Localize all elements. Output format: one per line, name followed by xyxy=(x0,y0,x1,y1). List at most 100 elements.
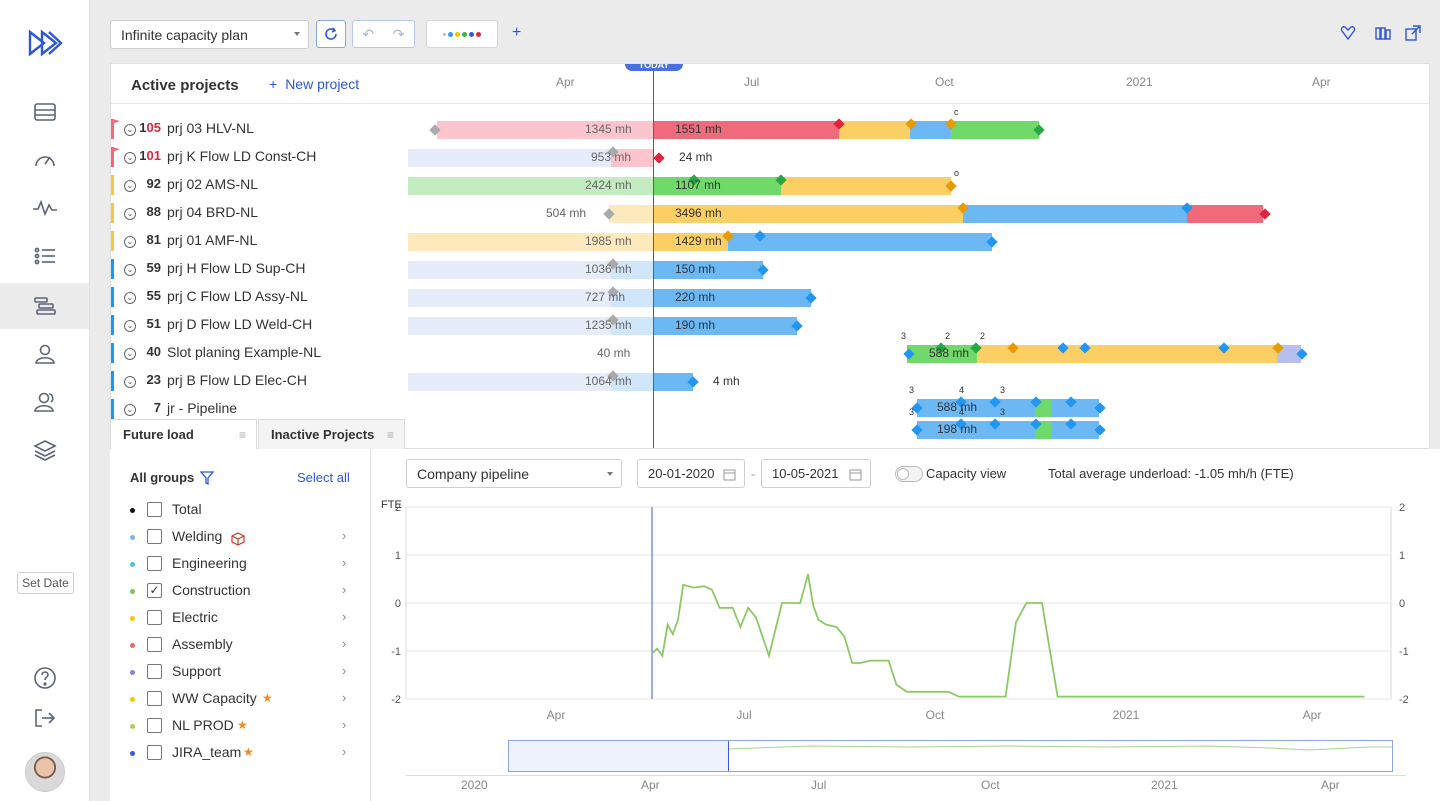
date-to-input[interactable]: 10-05-2021 xyxy=(761,459,871,488)
project-row[interactable]: ⌄ 59 prj H Flow LD Sup-CH xyxy=(111,256,407,284)
gantt-bar-segment[interactable] xyxy=(995,399,1035,417)
chevron-right-icon[interactable]: › xyxy=(342,744,347,759)
expand-chevron-icon[interactable]: ⌄ xyxy=(124,180,136,192)
gantt-bar-segment[interactable] xyxy=(611,317,653,335)
gantt-bar-segment[interactable] xyxy=(653,233,728,251)
chevron-right-icon[interactable]: › xyxy=(342,717,347,732)
gantt-bar-segment[interactable] xyxy=(1071,421,1099,439)
external-link-icon[interactable] xyxy=(1405,25,1421,41)
expand-chevron-icon[interactable]: ⌄ xyxy=(124,124,136,136)
gantt-bar-segment[interactable] xyxy=(653,317,797,335)
group-item[interactable]: WW Capacity ★ › xyxy=(110,686,371,713)
group-checkbox[interactable] xyxy=(147,502,162,517)
group-item[interactable]: ✓ Construction › xyxy=(110,578,371,605)
add-plan-button[interactable]: + xyxy=(512,24,522,41)
project-row[interactable]: ⌄ 51 prj D Flow LD Weld-CH xyxy=(111,312,407,340)
new-project-button[interactable]: + New project xyxy=(269,76,359,92)
project-row[interactable]: ⌄ 101 prj K Flow LD Const-CH xyxy=(111,144,407,172)
chevron-right-icon[interactable]: › xyxy=(342,609,347,624)
tab-future-load[interactable]: Future load ≡ xyxy=(110,419,257,449)
gantt-bar-segment[interactable] xyxy=(609,205,653,223)
chevron-right-icon[interactable]: › xyxy=(342,555,347,570)
gantt-bar-segment[interactable] xyxy=(910,121,951,139)
pipeline-select[interactable]: Company pipeline xyxy=(406,459,622,488)
project-row[interactable]: ⌄ 88 prj 04 BRD-NL xyxy=(111,200,407,228)
gantt-bar-segment[interactable] xyxy=(977,345,1013,363)
group-checkbox[interactable] xyxy=(147,529,162,544)
redo-icon[interactable]: ↷ xyxy=(392,25,405,42)
gantt-bar-segment[interactable] xyxy=(611,261,653,279)
list-view-icon[interactable] xyxy=(0,89,89,135)
group-item[interactable]: Support › xyxy=(110,659,371,686)
plan-select[interactable]: Infinite capacity plan xyxy=(110,20,309,49)
expand-chevron-icon[interactable]: ⌄ xyxy=(124,236,136,248)
columns-icon[interactable] xyxy=(1375,25,1391,41)
logout-icon[interactable] xyxy=(0,695,89,741)
dashboard-gauge-icon[interactable] xyxy=(0,137,89,183)
group-item[interactable]: Electric › xyxy=(110,605,371,632)
gantt-bar-segment[interactable] xyxy=(1187,205,1263,223)
group-item[interactable]: Engineering › xyxy=(110,551,371,578)
gantt-bar-segment[interactable] xyxy=(907,345,977,363)
select-all-link[interactable]: Select all xyxy=(297,470,350,485)
group-item[interactable]: JIRA_team ★ › xyxy=(110,740,371,767)
gantt-bar-segment[interactable] xyxy=(728,233,760,251)
fte-line-chart[interactable]: -2 -2 -1 -1 0 0 1 1 2 2 Apr Jul Oct 2021 Apr xyxy=(371,499,1440,724)
chevron-right-icon[interactable]: › xyxy=(342,528,347,543)
activity-icon[interactable] xyxy=(0,185,89,231)
group-checkbox[interactable] xyxy=(147,745,162,760)
chevron-right-icon[interactable]: › xyxy=(342,663,347,678)
gantt-bar-segment[interactable] xyxy=(408,233,653,251)
range-navigator[interactable] xyxy=(508,740,1393,772)
project-row[interactable]: ⌄ 7 jr - Pipeline xyxy=(111,396,407,424)
gantt-bar-segment[interactable] xyxy=(437,121,653,139)
gantt-bar-segment[interactable] xyxy=(408,261,653,279)
gantt-bar-segment[interactable] xyxy=(653,261,763,279)
refresh-button[interactable] xyxy=(316,20,346,48)
group-checkbox[interactable]: ✓ xyxy=(147,583,162,598)
expand-chevron-icon[interactable]: ⌄ xyxy=(124,152,136,164)
gantt-bar-segment[interactable] xyxy=(917,421,995,439)
group-item[interactable]: Assembly › xyxy=(110,632,371,659)
gantt-bar-segment[interactable] xyxy=(1071,399,1099,417)
user-icon[interactable] xyxy=(0,331,89,377)
gantt-bar-segment[interactable] xyxy=(653,205,963,223)
gantt-bar-segment[interactable] xyxy=(951,121,1039,139)
expand-chevron-icon[interactable]: ⌄ xyxy=(124,404,136,416)
project-row[interactable]: ⌄ 23 prj B Flow LD Elec-CH xyxy=(111,368,407,396)
task-list-icon[interactable] xyxy=(0,233,89,279)
gantt-bar-segment[interactable] xyxy=(1013,345,1277,363)
gantt-bar-segment[interactable] xyxy=(963,205,1187,223)
gantt-bar-segment[interactable] xyxy=(611,373,653,391)
undo-icon[interactable]: ↶ xyxy=(362,25,375,42)
group-checkbox[interactable] xyxy=(147,664,162,679)
filter-icon[interactable] xyxy=(200,471,214,485)
gantt-bar-segment[interactable] xyxy=(611,149,653,167)
project-row[interactable]: ⌄ 105 prj 03 HLV-NL xyxy=(111,116,407,144)
group-checkbox[interactable] xyxy=(147,556,162,571)
gantt-bar-segment[interactable] xyxy=(917,399,995,417)
project-row[interactable]: ⌄ 92 prj 02 AMS-NL xyxy=(111,172,407,200)
expand-chevron-icon[interactable]: ⌄ xyxy=(124,264,136,276)
capacity-view-toggle[interactable] xyxy=(895,466,923,482)
group-checkbox[interactable] xyxy=(147,718,162,733)
users-group-icon[interactable] xyxy=(0,379,89,425)
gantt-bar-segment[interactable] xyxy=(995,421,1035,439)
gantt-bar-segment[interactable] xyxy=(839,121,910,139)
help-icon[interactable] xyxy=(0,655,89,701)
filter-heart-icon[interactable] xyxy=(1340,25,1356,41)
expand-chevron-icon[interactable]: ⌄ xyxy=(124,320,136,332)
group-item[interactable]: Welding › xyxy=(110,524,371,551)
gantt-bar-segment[interactable] xyxy=(408,177,653,195)
group-item[interactable]: Total xyxy=(110,497,371,524)
gantt-bar-segment[interactable] xyxy=(408,373,653,391)
group-item[interactable]: NL PROD ★ › xyxy=(110,713,371,740)
project-row[interactable]: ⌄ 55 prj C Flow LD Assy-NL xyxy=(111,284,407,312)
gantt-bar-segment[interactable] xyxy=(760,233,992,251)
gantt-bar-segment[interactable] xyxy=(1277,345,1301,363)
tab-menu-icon[interactable]: ≡ xyxy=(238,428,246,442)
group-checkbox[interactable] xyxy=(147,610,162,625)
tab-menu-icon[interactable]: ≡ xyxy=(386,428,394,442)
milestone-diamond-icon[interactable] xyxy=(653,152,665,164)
gantt-bar-segment[interactable] xyxy=(653,177,781,195)
